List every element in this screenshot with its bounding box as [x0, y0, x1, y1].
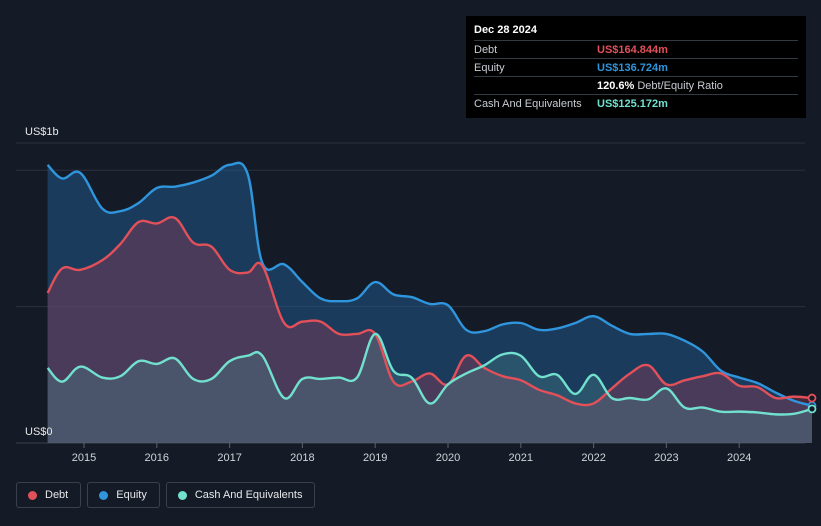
- tooltip-panel: Dec 28 2024 Debt US$164.844m Equity US$1…: [466, 16, 806, 118]
- legend-item-debt[interactable]: Debt: [16, 482, 82, 508]
- tooltip-value: 120.6%: [597, 79, 635, 92]
- y-axis-bottom-label: US$0: [25, 426, 53, 438]
- tooltip-suffix: Debt/Equity Ratio: [637, 79, 723, 92]
- tooltip-value: US$164.844m: [597, 43, 668, 56]
- equity-area: [47, 162, 813, 443]
- legend-dot-icon: [177, 490, 187, 500]
- tooltip-row-debt: Debt US$164.844m: [474, 40, 798, 58]
- x-tick-label: 2023: [654, 452, 678, 464]
- legend-label: Cash And Equivalents: [194, 489, 303, 501]
- tooltip-value: US$125.172m: [597, 97, 668, 110]
- x-tick-label: 2021: [509, 452, 533, 464]
- legend-dot-icon: [28, 490, 37, 500]
- tooltip-value: US$136.724m: [597, 61, 668, 74]
- tooltip-date: Dec 28 2024: [474, 24, 537, 36]
- debt-line: [46, 216, 813, 407]
- equity-line: [46, 161, 813, 407]
- x-tick-label: 2017: [217, 452, 241, 464]
- y-axis-top-label: US$1b: [25, 126, 59, 138]
- x-tick-label: 2016: [145, 452, 169, 464]
- cash-and-equivalents-area: [47, 333, 813, 443]
- x-axis: 2015 2016 2017 2018 2019 2020 2021 2022 2023 2024: [72, 443, 751, 464]
- legend-label: Equity: [116, 489, 147, 501]
- x-tick-label: 2022: [581, 452, 605, 464]
- legend-label: Debt: [45, 489, 69, 501]
- x-tick-label: 2019: [363, 452, 387, 464]
- series-lines: [46, 161, 813, 416]
- cash-and-equivalents-line: [46, 332, 813, 416]
- chart-legend: Debt Equity Cash And Equivalents: [16, 482, 316, 508]
- tooltip-label: Debt: [474, 43, 498, 56]
- x-tick-label: 2024: [727, 452, 751, 464]
- tooltip-label: Cash And Equivalents: [474, 97, 582, 110]
- legend-dot-icon: [99, 490, 109, 500]
- tooltip-label: Equity: [474, 61, 505, 74]
- legend-item-equity[interactable]: Equity: [87, 482, 160, 508]
- end-markers: [807, 393, 817, 414]
- grid-lines: [16, 142, 805, 444]
- legend-item-cash[interactable]: Cash And Equivalents: [165, 482, 316, 508]
- x-tick-label: 2015: [72, 452, 96, 464]
- tooltip-row-cash: Cash And Equivalents US$125.172m: [474, 94, 798, 112]
- x-tick-label: 2018: [290, 452, 314, 464]
- tooltip-row-equity: Equity US$136.724m: [474, 58, 798, 76]
- x-tick-label: 2020: [436, 452, 460, 464]
- cash-and-equivalents-end-marker: [807, 404, 817, 414]
- tooltip-row-ratio: 120.6% Debt/Equity Ratio: [474, 76, 798, 94]
- debt-end-marker: [807, 393, 817, 403]
